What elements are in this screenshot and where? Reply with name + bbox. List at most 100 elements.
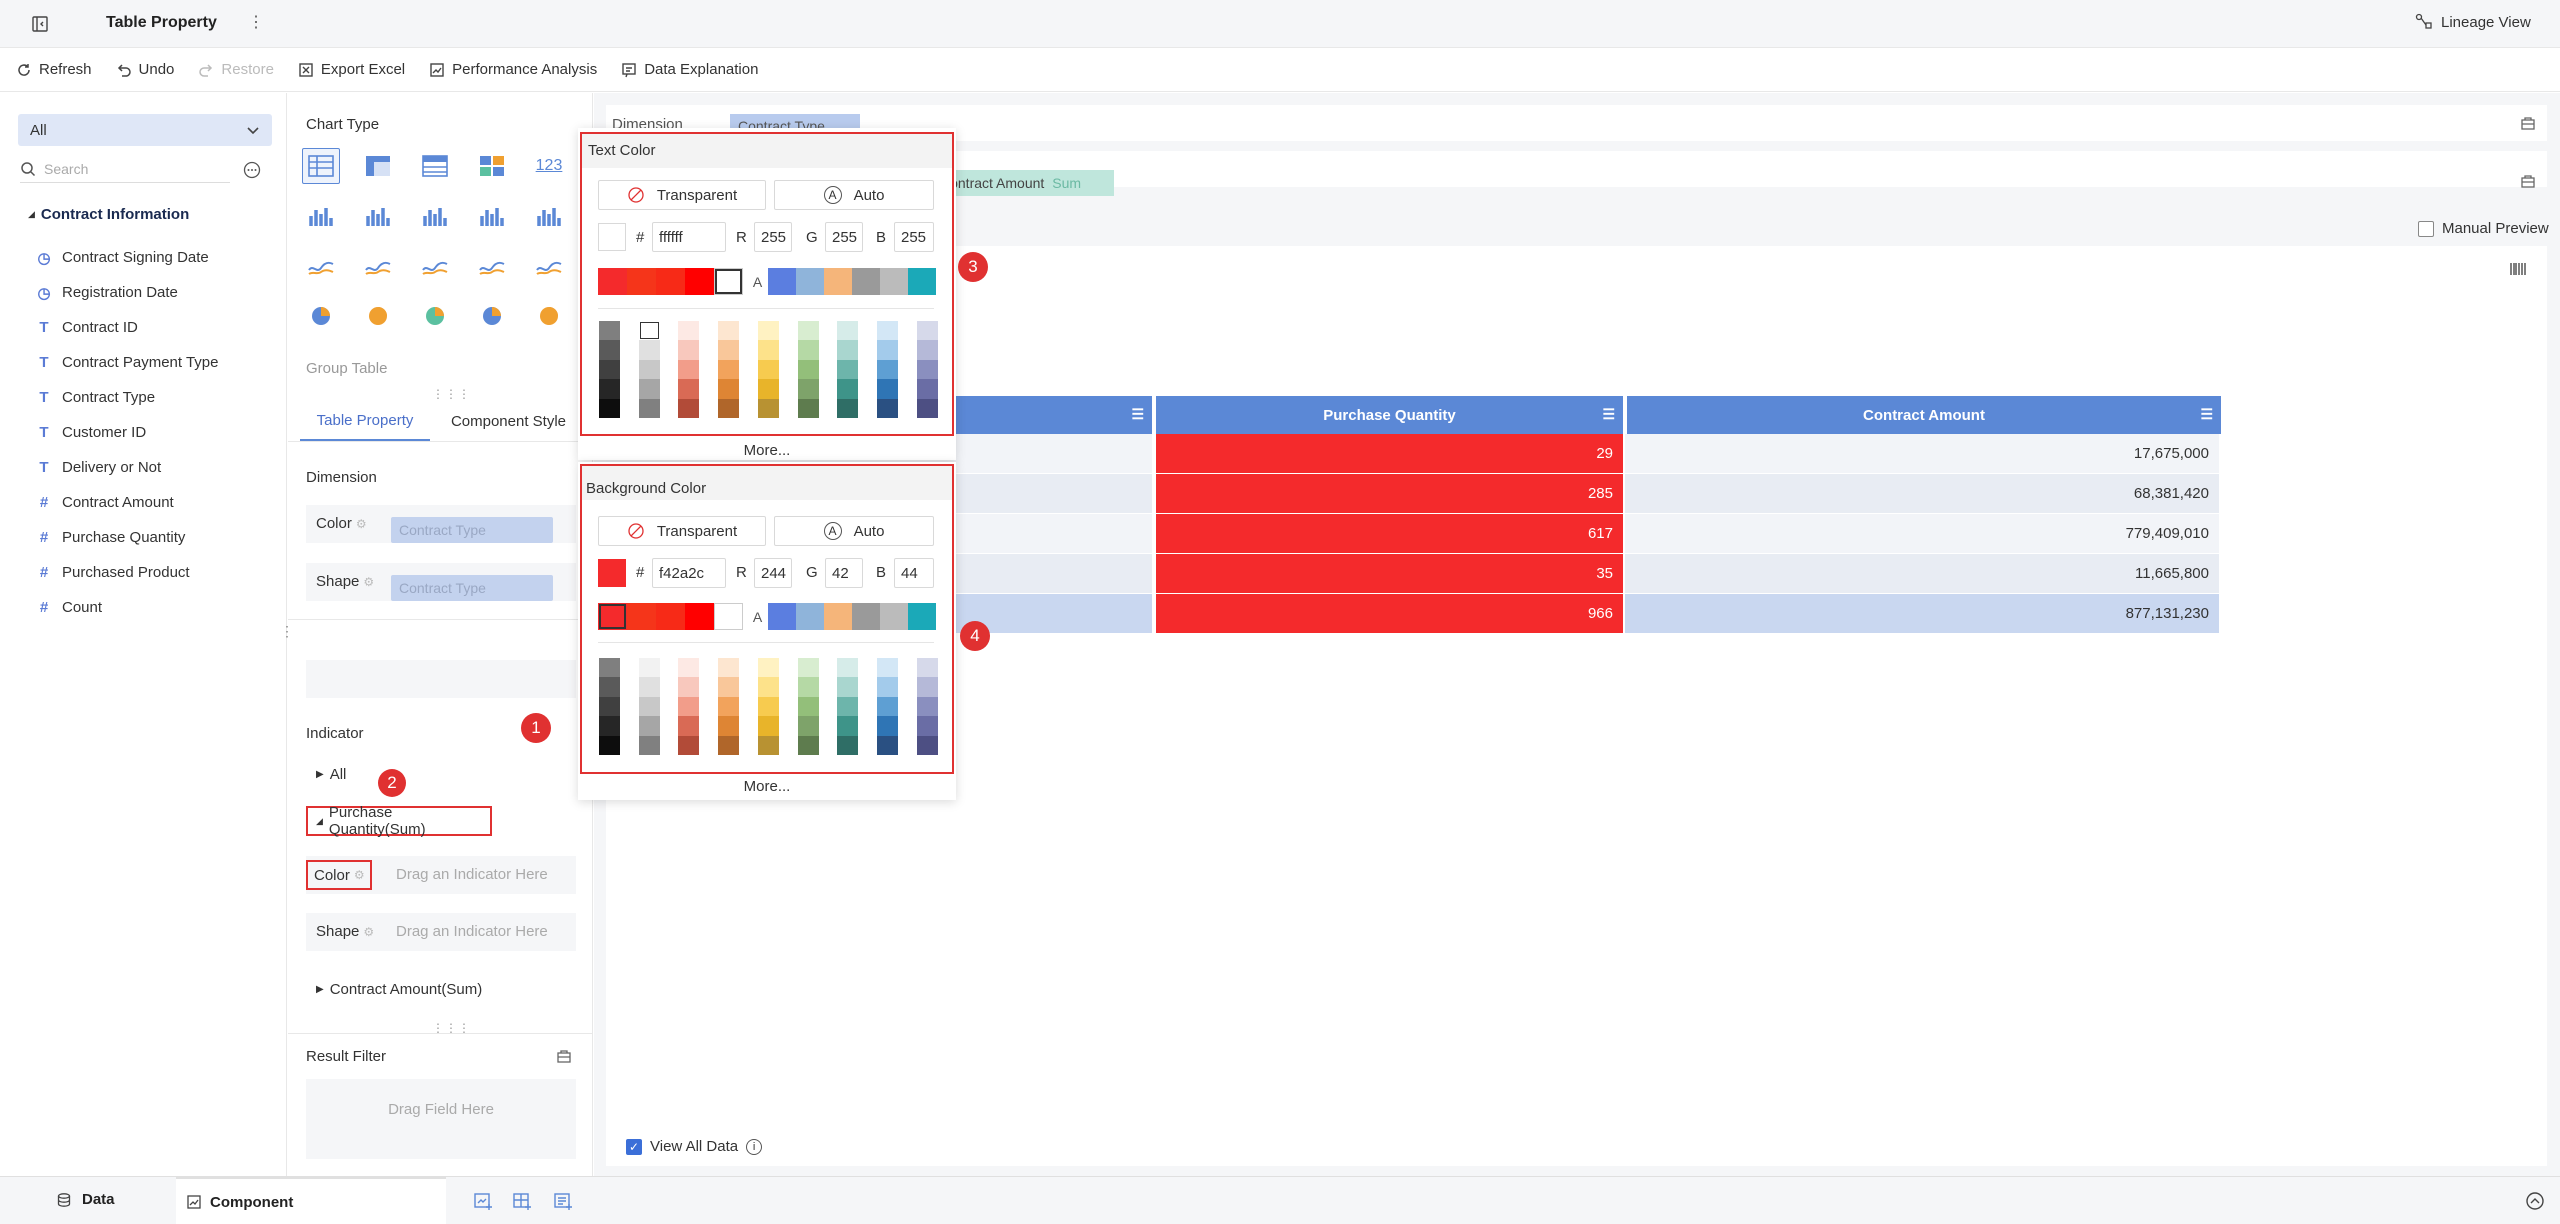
add-report-icon[interactable] bbox=[553, 1191, 573, 1211]
indicator-bar-pill[interactable]: Contract Amount Sum bbox=[934, 170, 1114, 196]
radar-chart-icon[interactable] bbox=[416, 249, 454, 285]
tab-component-style[interactable]: Component Style bbox=[436, 401, 581, 441]
palette-swatch[interactable] bbox=[797, 359, 819, 380]
palette-swatch[interactable] bbox=[797, 696, 819, 717]
r-input[interactable]: 244 bbox=[754, 558, 792, 588]
tab-table-property[interactable]: Table Property bbox=[300, 401, 430, 441]
palette-swatch[interactable] bbox=[797, 398, 819, 419]
palette-swatch[interactable] bbox=[678, 398, 700, 419]
hex-input[interactable]: f42a2c bbox=[652, 558, 726, 588]
auto-color-button[interactable]: A Auto bbox=[774, 516, 934, 546]
palette-swatch[interactable] bbox=[678, 340, 700, 360]
b-input[interactable]: 44 bbox=[894, 558, 934, 588]
auto-color-swatch[interactable]: A bbox=[743, 268, 772, 295]
palette-swatch[interactable] bbox=[638, 340, 660, 360]
color-swatch[interactable] bbox=[714, 268, 743, 295]
palette-swatch[interactable] bbox=[837, 716, 859, 736]
checkbox-checked-icon[interactable]: ✓ bbox=[626, 1138, 642, 1155]
column-header[interactable]: Purchase Quantity ☰ bbox=[1156, 396, 1623, 434]
palette-swatch[interactable] bbox=[797, 716, 819, 736]
palette-swatch[interactable] bbox=[718, 398, 740, 419]
color-swatch[interactable] bbox=[796, 603, 824, 630]
palette-swatch[interactable] bbox=[638, 321, 660, 341]
palette-swatch[interactable] bbox=[638, 658, 660, 678]
tab-data[interactable]: Data bbox=[56, 1191, 115, 1208]
search-input[interactable]: Search bbox=[44, 160, 89, 177]
lock-icon[interactable] bbox=[2520, 173, 2536, 189]
palette-swatch[interactable] bbox=[876, 696, 898, 717]
refresh-button[interactable]: Refresh bbox=[16, 61, 92, 78]
hex-input[interactable]: ffffff bbox=[652, 222, 726, 252]
drag-handle-icon[interactable]: ⋮⋮⋮ bbox=[432, 1021, 471, 1035]
palette-swatch[interactable] bbox=[876, 658, 898, 678]
palette-swatch[interactable] bbox=[599, 398, 620, 419]
dimension-shape-pill[interactable]: Contract Type bbox=[391, 575, 553, 601]
donut-chart-icon[interactable] bbox=[416, 298, 454, 334]
table-chart-icon[interactable] bbox=[302, 148, 340, 184]
multi-line-icon[interactable] bbox=[359, 249, 397, 285]
palette-swatch[interactable] bbox=[718, 321, 740, 341]
detail-table-icon[interactable] bbox=[416, 148, 454, 184]
color-swatch[interactable] bbox=[656, 268, 685, 295]
restore-button[interactable]: Restore bbox=[198, 61, 274, 78]
palette-swatch[interactable] bbox=[876, 398, 898, 419]
palette-swatch[interactable] bbox=[876, 340, 898, 360]
palette-swatch[interactable] bbox=[916, 735, 938, 756]
palette-swatch[interactable] bbox=[916, 696, 938, 717]
settings-icon[interactable]: ⚙ bbox=[363, 924, 375, 939]
palette-swatch[interactable] bbox=[797, 379, 819, 399]
field-item[interactable]: T Delivery or Not bbox=[36, 459, 161, 476]
palette-swatch[interactable] bbox=[797, 321, 819, 341]
range-column-icon[interactable] bbox=[530, 199, 568, 235]
indicator-shape-dropzone[interactable]: Drag an Indicator Here bbox=[396, 923, 548, 940]
palette-swatch[interactable] bbox=[599, 696, 620, 717]
palette-swatch[interactable] bbox=[678, 658, 700, 678]
palette-swatch[interactable] bbox=[757, 321, 779, 341]
field-item[interactable]: ◷ Contract Signing Date bbox=[36, 249, 208, 267]
color-swatch[interactable] bbox=[824, 268, 852, 295]
pie-chart-icon[interactable] bbox=[302, 298, 340, 334]
info-icon[interactable]: i bbox=[746, 1138, 763, 1155]
settings-icon[interactable]: ⚙ bbox=[363, 574, 375, 589]
palette-swatch[interactable] bbox=[599, 340, 620, 360]
palette-swatch[interactable] bbox=[837, 398, 859, 419]
checkbox[interactable] bbox=[2418, 220, 2434, 237]
tab-component[interactable]: Component bbox=[176, 1177, 446, 1224]
undo-button[interactable]: Undo bbox=[116, 61, 174, 78]
palette-swatch[interactable] bbox=[757, 359, 779, 380]
color-swatch[interactable] bbox=[852, 268, 880, 295]
palette-swatch[interactable] bbox=[638, 735, 660, 756]
palette-swatch[interactable] bbox=[599, 735, 620, 756]
palette-swatch[interactable] bbox=[916, 716, 938, 736]
dimension-color-pill[interactable]: Contract Type bbox=[391, 517, 553, 543]
color-swatch[interactable] bbox=[714, 603, 743, 630]
r-input[interactable]: 255 bbox=[754, 222, 792, 252]
kpi-card-icon[interactable] bbox=[473, 148, 511, 184]
indicator-purchase-quantity[interactable]: ◢ Purchase Quantity(Sum) bbox=[306, 804, 492, 838]
palette-swatch[interactable] bbox=[797, 735, 819, 756]
palette-swatch[interactable] bbox=[638, 716, 660, 736]
scatter-chart-icon[interactable] bbox=[473, 298, 511, 334]
cross-table-icon[interactable] bbox=[359, 148, 397, 184]
sort-icon[interactable]: ☰ bbox=[1131, 406, 1144, 422]
palette-swatch[interactable] bbox=[876, 359, 898, 380]
collapse-icon[interactable] bbox=[30, 14, 50, 34]
view-all-data-toggle[interactable]: ✓ View All Data i bbox=[626, 1138, 763, 1155]
palette-swatch[interactable] bbox=[678, 735, 700, 756]
auto-color-swatch[interactable]: A bbox=[743, 603, 772, 630]
color-swatch[interactable] bbox=[908, 603, 936, 630]
color-swatch[interactable] bbox=[656, 603, 685, 630]
palette-swatch[interactable] bbox=[916, 340, 938, 360]
auto-color-button[interactable]: A Auto bbox=[774, 180, 934, 210]
palette-swatch[interactable] bbox=[916, 321, 938, 341]
lineage-view-button[interactable]: Lineage View bbox=[2415, 13, 2531, 31]
palette-swatch[interactable] bbox=[837, 677, 859, 697]
palette-swatch[interactable] bbox=[837, 379, 859, 399]
palette-swatch[interactable] bbox=[837, 658, 859, 678]
stacked-bar-icon[interactable] bbox=[473, 199, 511, 235]
line-chart-icon[interactable] bbox=[302, 249, 340, 285]
g-input[interactable]: 42 bbox=[825, 558, 863, 588]
result-filter-dropzone[interactable]: Drag Field Here bbox=[306, 1079, 576, 1159]
palette-swatch[interactable] bbox=[599, 321, 620, 341]
palette-swatch[interactable] bbox=[757, 696, 779, 717]
